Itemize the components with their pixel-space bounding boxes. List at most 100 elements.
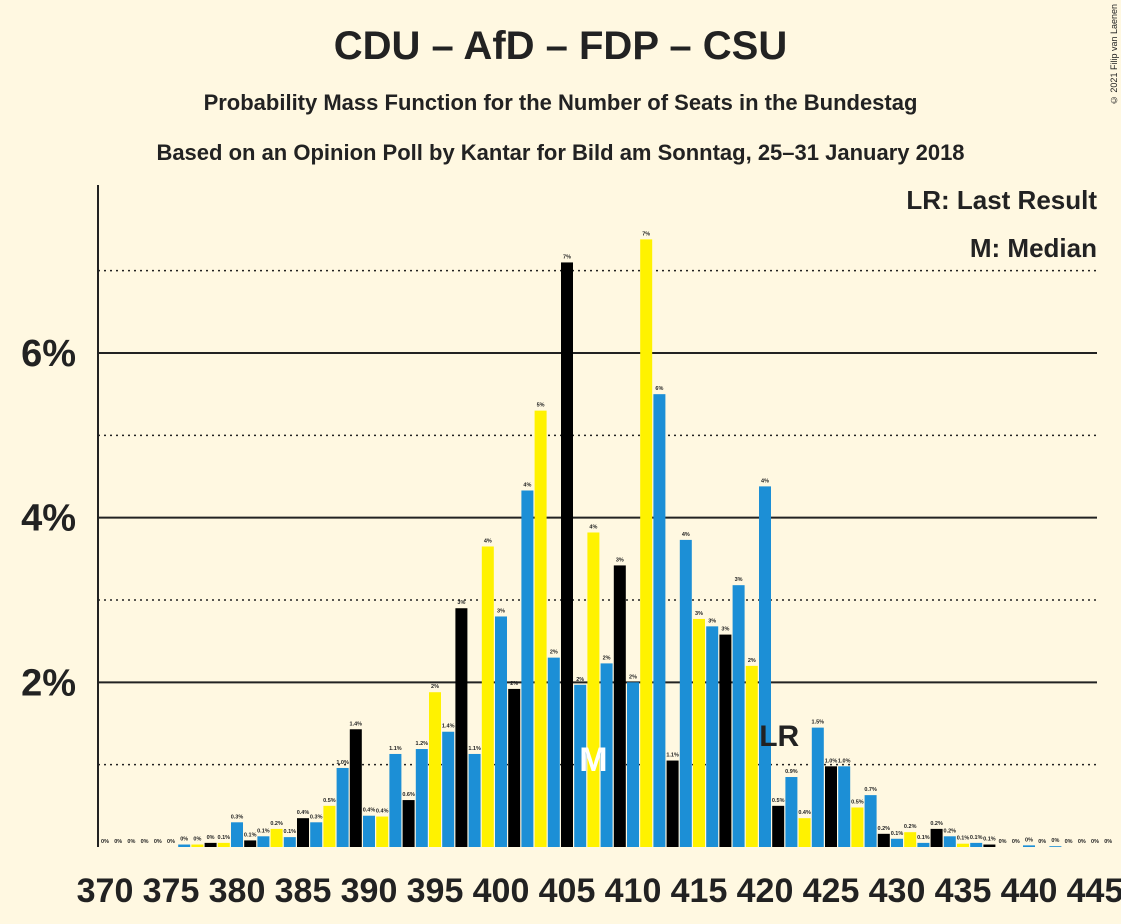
y-tick-labels: 2% 4% 6% xyxy=(21,333,76,704)
bar-396 xyxy=(442,731,455,847)
bar-label-430: 0.1% xyxy=(891,831,904,837)
x-tick-label: 370 xyxy=(77,872,134,910)
chart-title: CDU – AfD – FDP – CSU xyxy=(333,24,788,68)
bar-423 xyxy=(798,818,811,847)
bar-label-424: 1.5% xyxy=(812,720,825,726)
bar-label-381: 0.1% xyxy=(244,832,257,838)
bar-label-412: 6% xyxy=(655,386,663,392)
bar-401 xyxy=(508,688,521,847)
chart-subtitle: Probability Mass Function for the Number… xyxy=(203,90,918,115)
bar-label-435: 0.1% xyxy=(957,836,970,842)
x-tick-label: 380 xyxy=(209,872,266,910)
bar-label-421: 0.5% xyxy=(772,798,785,804)
bar-label-370: 0% xyxy=(101,839,109,845)
bar-424 xyxy=(811,727,824,847)
x-tick-label: 415 xyxy=(671,872,728,910)
bar-408 xyxy=(600,663,613,847)
bar-435 xyxy=(957,843,969,847)
bar-390 xyxy=(363,815,375,847)
bar-label-427: 0.5% xyxy=(851,799,864,805)
bar-label-445: 0% xyxy=(1091,839,1099,845)
bar-label-405: 7% xyxy=(563,254,571,260)
bar-398 xyxy=(468,753,481,847)
bar-392 xyxy=(389,753,402,847)
bar-430 xyxy=(891,838,903,847)
bar-428 xyxy=(864,795,877,847)
bar-label-436: 0.1% xyxy=(970,835,983,841)
bar-421 xyxy=(772,805,785,847)
bar-label-420: 4% xyxy=(761,478,769,484)
bar-434 xyxy=(943,836,956,847)
x-tick-label: 375 xyxy=(143,872,200,910)
bar-label-403: 5% xyxy=(537,403,545,409)
bar-label-379: 0.1% xyxy=(218,835,231,841)
x-tick-label: 405 xyxy=(539,872,596,910)
bar-label-382: 0.1% xyxy=(257,828,270,834)
y-tick-label: 6% xyxy=(21,333,76,375)
bar-label-392: 1.1% xyxy=(389,746,402,752)
bar-label-390: 0.4% xyxy=(363,808,376,814)
bar-409 xyxy=(613,565,626,847)
bar-377 xyxy=(191,844,204,847)
bar-label-414: 4% xyxy=(682,532,690,538)
x-tick-label: 395 xyxy=(407,872,464,910)
bar-label-375: 0% xyxy=(167,839,175,845)
bar-418 xyxy=(732,585,745,847)
x-tick-label: 425 xyxy=(803,872,860,910)
bar-440 xyxy=(1023,845,1035,847)
bar-label-417: 3% xyxy=(721,627,729,633)
bar-388 xyxy=(336,767,349,847)
bar-378 xyxy=(204,842,217,847)
y-tick-label: 4% xyxy=(21,498,76,540)
bar-label-437: 0.1% xyxy=(983,837,996,843)
bar-label-374: 0% xyxy=(154,839,162,845)
x-tick-label: 410 xyxy=(605,872,662,910)
bar-label-386: 0.3% xyxy=(310,814,323,820)
bar-397 xyxy=(455,608,468,847)
bar-387 xyxy=(323,805,336,847)
bar-label-376: 0% xyxy=(180,837,188,843)
bar-label-397: 3% xyxy=(457,600,465,606)
legend-last-result: LR: Last Result xyxy=(906,185,1097,215)
bar-412 xyxy=(653,394,666,847)
chart-subtitle-source: Based on an Opinion Poll by Kantar for B… xyxy=(156,140,965,165)
bar-label-388: 1.0% xyxy=(336,760,349,766)
bar-label-426: 1.0% xyxy=(838,758,851,764)
x-tick-labels: 370 375 380 385 390 395 400 405 410 415 420 425 430 4… xyxy=(77,872,1121,910)
bar-label-446: 0% xyxy=(1104,839,1112,845)
bar-417 xyxy=(719,634,732,847)
bar-431 xyxy=(904,832,917,847)
bar-value-labels: 0% 0% 0% 0% 0% 0% 0% 0% 0% 0.1%0.3%0.1%0.1%0.2%0.… xyxy=(101,231,1112,845)
bar-403 xyxy=(534,410,547,847)
bar-label-415: 3% xyxy=(695,611,703,617)
bar-label-431: 0.2% xyxy=(904,824,917,830)
bar-425 xyxy=(825,766,837,847)
bar-391 xyxy=(376,816,389,847)
bar-label-372: 0% xyxy=(127,839,135,845)
bar-402 xyxy=(521,490,534,847)
bar-label-438: 0% xyxy=(999,839,1007,845)
bar-432 xyxy=(917,842,930,847)
bar-label-396: 1.4% xyxy=(442,724,455,730)
bar-label-399: 4% xyxy=(484,538,492,544)
bar-label-413: 1.1% xyxy=(666,753,679,759)
bar-label-377: 0% xyxy=(193,837,201,843)
bars xyxy=(178,239,1062,847)
bar-394 xyxy=(415,749,428,847)
bar-label-407: 4% xyxy=(589,524,597,530)
bar-label-387: 0.5% xyxy=(323,798,336,804)
bar-399 xyxy=(481,546,494,847)
bar-label-398: 1.1% xyxy=(468,746,481,752)
bar-413 xyxy=(666,760,679,847)
bar-label-373: 0% xyxy=(141,839,149,845)
bar-label-422: 0.9% xyxy=(785,769,798,775)
bar-376 xyxy=(178,844,191,847)
bar-414 xyxy=(679,539,692,847)
bar-label-419: 2% xyxy=(748,658,756,664)
bar-label-393: 0.6% xyxy=(402,792,415,798)
bar-label-391: 0.4% xyxy=(376,809,389,815)
x-tick-label: 385 xyxy=(275,872,332,910)
bar-407 xyxy=(587,532,600,847)
bar-label-443: 0% xyxy=(1065,839,1073,845)
